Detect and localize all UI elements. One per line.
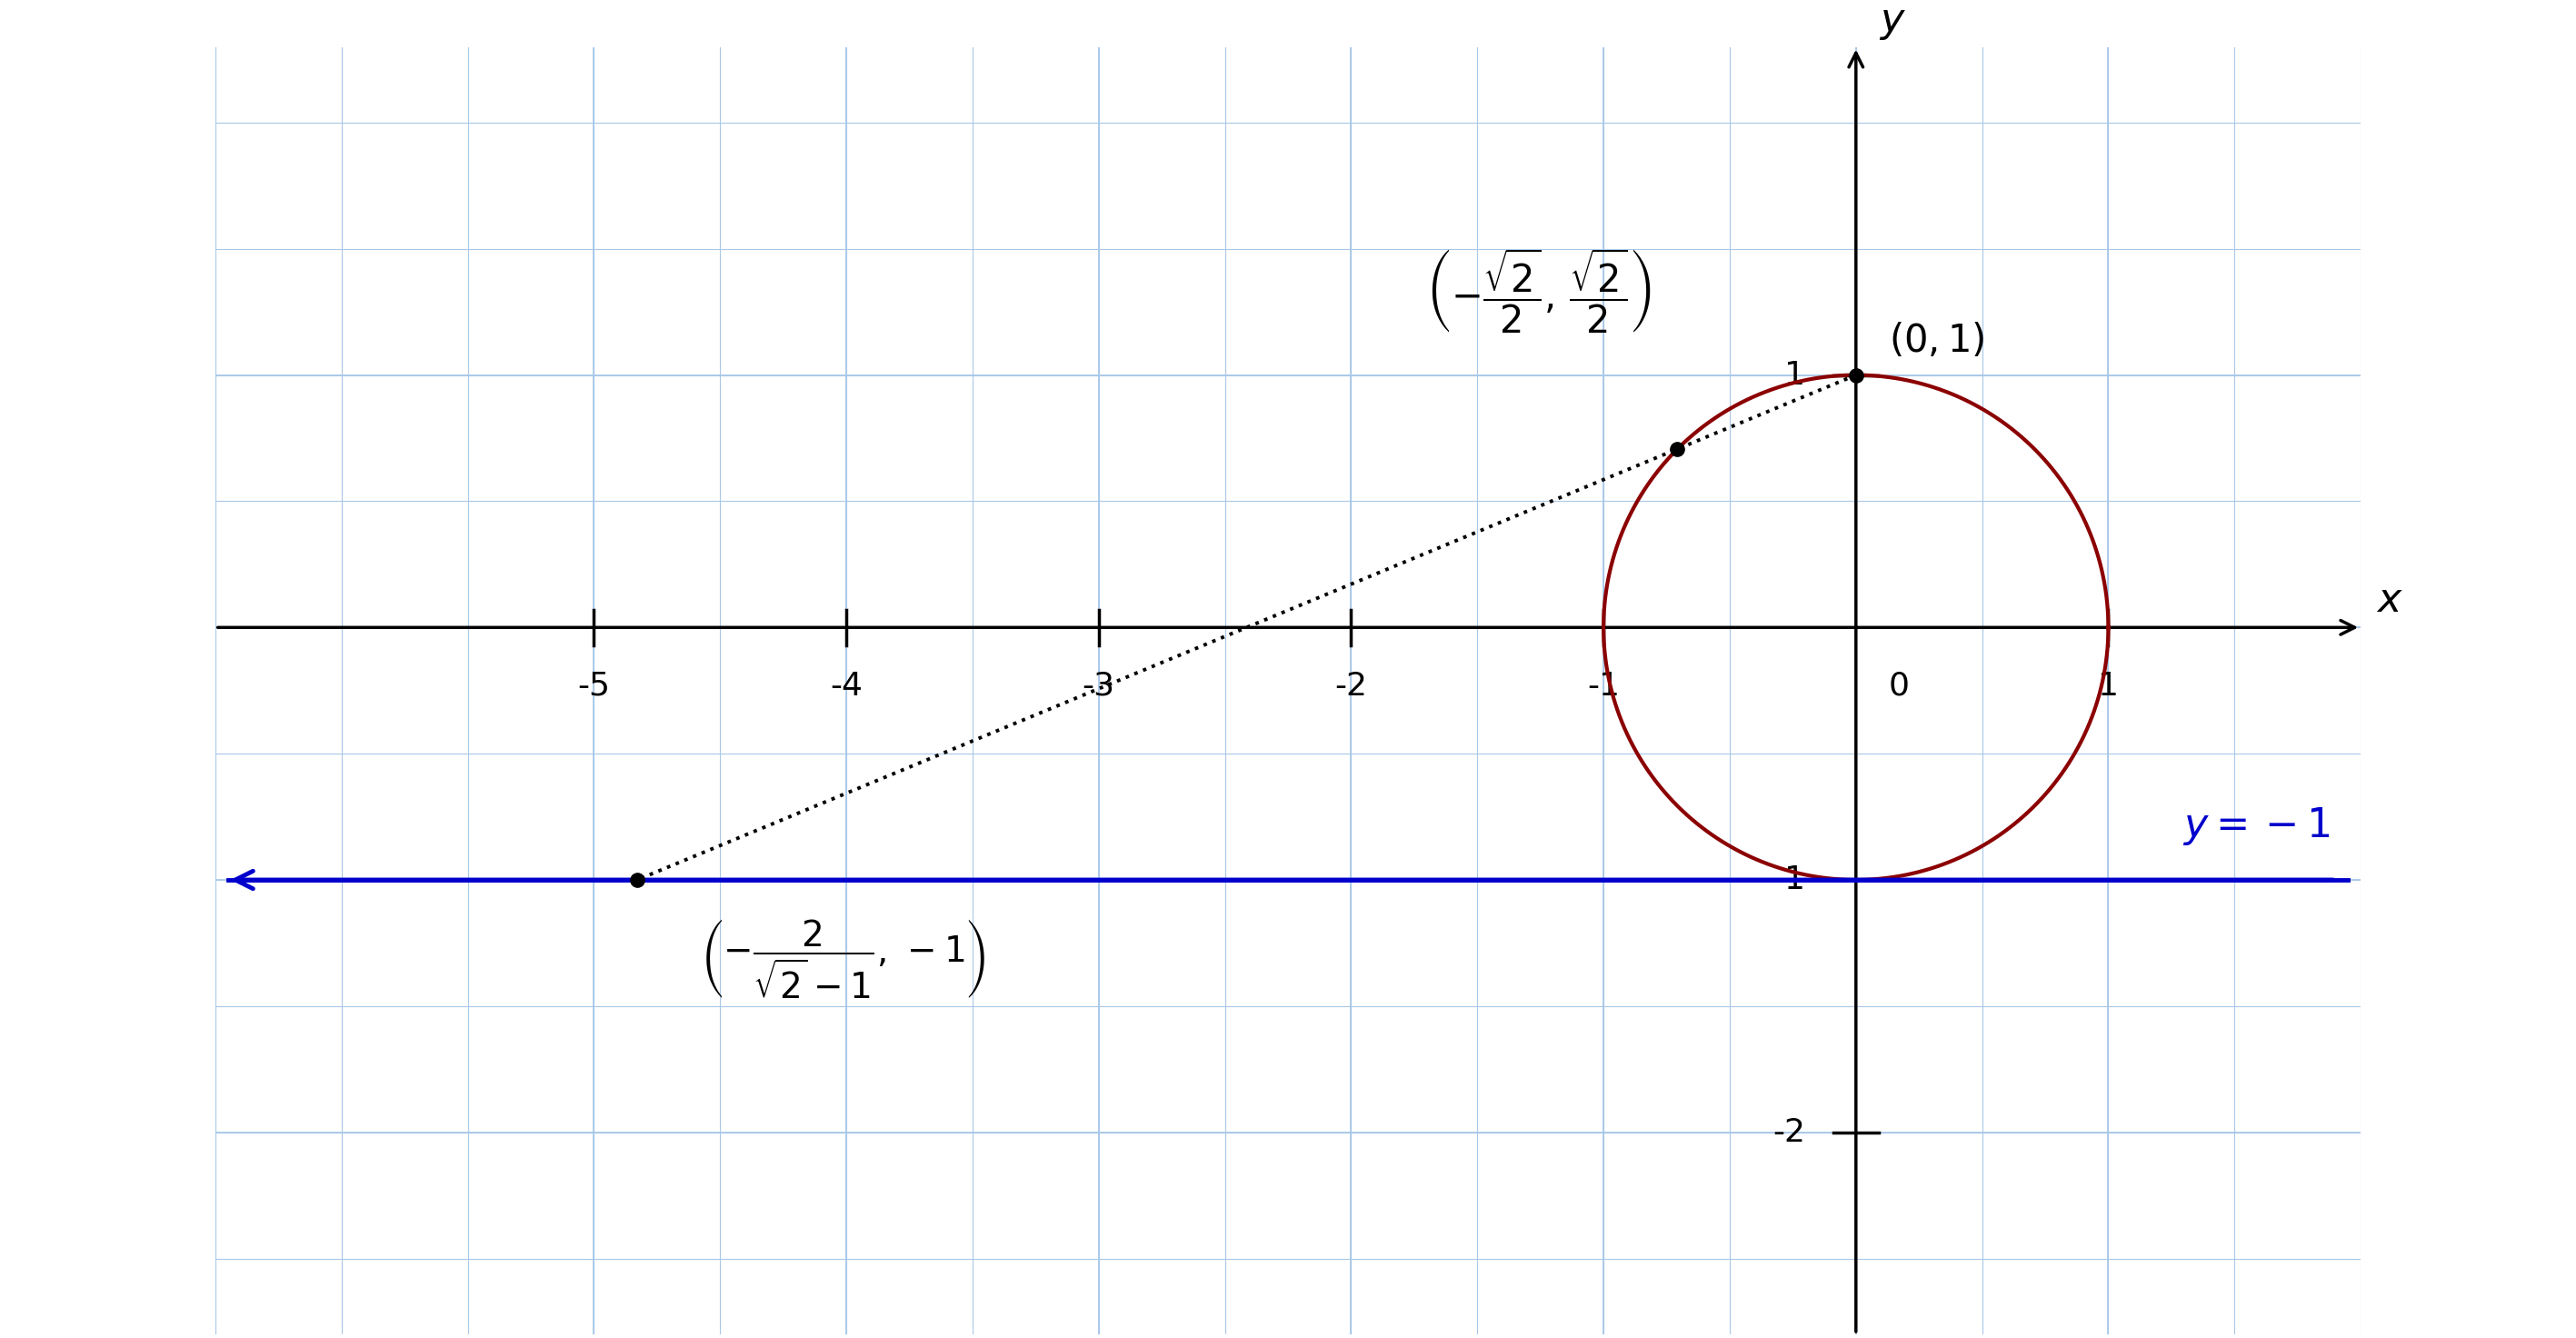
Text: -2: -2 [1334, 670, 1368, 701]
Text: $\left(-\dfrac{\sqrt{2}}{2},\,\dfrac{\sqrt{2}}{2}\right)$: $\left(-\dfrac{\sqrt{2}}{2},\,\dfrac{\sq… [1425, 246, 1651, 336]
Text: -1: -1 [1772, 864, 1806, 895]
Text: $(0, 1)$: $(0, 1)$ [1888, 321, 1984, 360]
Text: $y = -1$: $y = -1$ [2182, 805, 2331, 847]
Text: -2: -2 [1772, 1117, 1806, 1148]
Text: 1: 1 [1785, 360, 1806, 391]
Text: -5: -5 [577, 670, 611, 701]
Text: 0: 0 [1888, 670, 1909, 701]
Text: $y$: $y$ [1878, 3, 1906, 41]
Text: -1: -1 [1587, 670, 1620, 701]
Text: $\left(-\dfrac{2}{\sqrt{2}-1},\,-1\right)$: $\left(-\dfrac{2}{\sqrt{2}-1},\,-1\right… [701, 918, 987, 1001]
Text: -4: -4 [829, 670, 863, 701]
Text: $x$: $x$ [2375, 581, 2403, 619]
Text: 1: 1 [2097, 670, 2120, 701]
Text: -3: -3 [1082, 670, 1115, 701]
